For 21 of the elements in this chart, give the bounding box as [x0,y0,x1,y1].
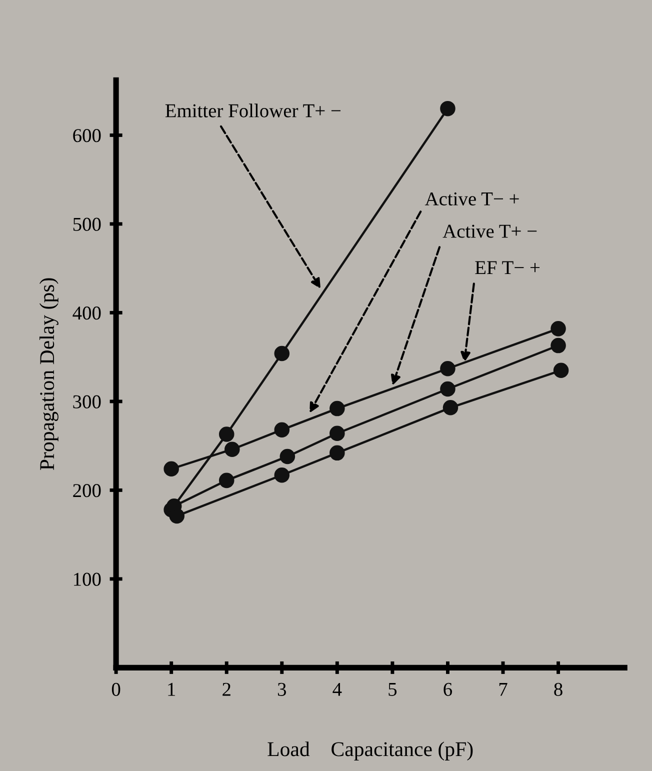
y-tick-label: 600 [73,129,101,142]
y-tick-label: 500 [73,218,101,231]
x-tick-label: 1 [168,682,176,696]
annotation: Active T+ − [442,224,537,238]
x-tick-label: 3 [278,682,286,696]
x-tick-label: 8 [554,682,562,696]
y-tick-label: 100 [74,572,101,586]
y-tick-label: 400 [72,306,101,320]
x-tick-label: 5 [388,683,397,696]
annotation: Active T− + [424,192,519,206]
x-tick-label: 4 [332,682,342,696]
x-tick-label: 2 [222,682,230,696]
annotation: Emitter Follower T+ − [165,104,341,118]
annotation: EF T− + [475,261,540,274]
y-axis-title: Propagation Delay (ps) [39,278,58,470]
x-tick-label: 6 [444,682,452,696]
y-tick-label: 200 [73,484,101,498]
y-tick-label: 300 [73,395,101,408]
x-tick-label: 7 [499,683,508,696]
x-axis-title: Load Capacitance (pF) [268,742,473,760]
x-tick-label: 0 [112,682,120,696]
